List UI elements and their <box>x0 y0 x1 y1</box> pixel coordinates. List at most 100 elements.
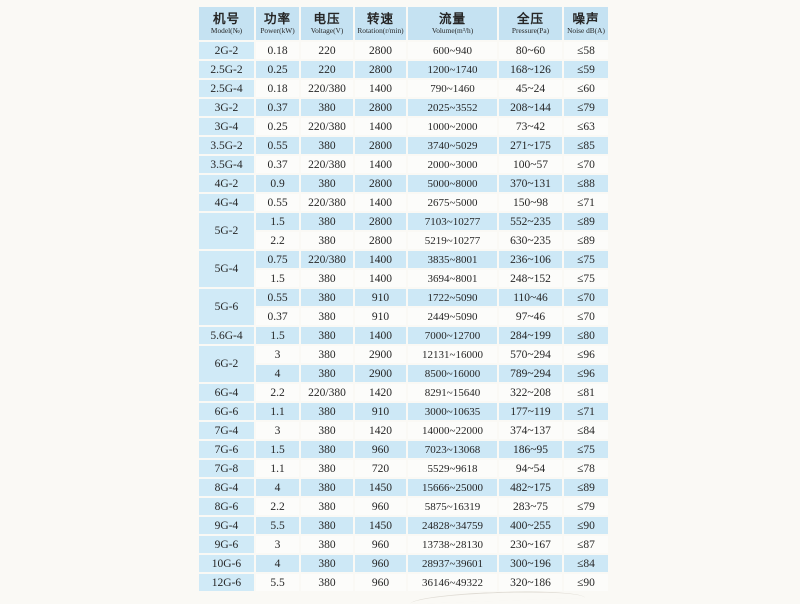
cell-rotation: 910 <box>355 308 406 325</box>
cell-noise: ≤75 <box>564 251 608 268</box>
cell-power: 0.18 <box>256 80 299 97</box>
cell-power: 1.5 <box>256 327 299 344</box>
cell-pressure: 94~54 <box>499 460 562 477</box>
cell-volume: 5219~10277 <box>408 232 497 249</box>
cell-pressure: 370~131 <box>499 175 562 192</box>
cell-model: 9G-4 <box>199 517 254 534</box>
cell-voltage: 380 <box>301 403 353 420</box>
table-row: 7G-4 3 380 1420 14000~22000 374~137 ≤84 <box>199 422 608 439</box>
cell-voltage: 380 <box>301 346 353 363</box>
col-header-5: 全压 Pressure(Pa) <box>499 7 562 40</box>
cell-pressure: 45~24 <box>499 80 562 97</box>
cell-model: 3G-2 <box>199 99 254 116</box>
cell-voltage: 380 <box>301 99 353 116</box>
table-row: 0.37 380 910 2449~5090 97~46 ≤70 <box>199 308 608 325</box>
cell-rotation: 960 <box>355 498 406 515</box>
cell-noise: ≤70 <box>564 308 608 325</box>
col-header-zh: 功率 <box>263 10 291 26</box>
cell-volume: 2449~5090 <box>408 308 497 325</box>
cell-rotation: 960 <box>355 536 406 553</box>
cell-rotation: 2800 <box>355 61 406 78</box>
cell-noise: ≤89 <box>564 479 608 496</box>
cell-model: 2G-2 <box>199 42 254 59</box>
cell-voltage: 220/380 <box>301 251 353 268</box>
cell-power: 4 <box>256 555 299 572</box>
cell-pressure: 283~75 <box>499 498 562 515</box>
col-header-6: 噪声 Noise dB(A) <box>564 7 608 40</box>
cell-pressure: 80~60 <box>499 42 562 59</box>
cell-power: 2.2 <box>256 232 299 249</box>
cell-volume: 24828~34759 <box>408 517 497 534</box>
cell-model: 10G-6 <box>199 555 254 572</box>
table-row: 6G-6 1.1 380 910 3000~10635 177~119 ≤71 <box>199 403 608 420</box>
cell-voltage: 220 <box>301 61 353 78</box>
cell-power: 2.2 <box>256 498 299 515</box>
cell-volume: 5529~9618 <box>408 460 497 477</box>
cell-rotation: 960 <box>355 441 406 458</box>
cell-rotation: 1400 <box>355 327 406 344</box>
cell-power: 0.18 <box>256 42 299 59</box>
cell-pressure: 97~46 <box>499 308 562 325</box>
cell-noise: ≤63 <box>564 118 608 135</box>
table-row: 10G-6 4 380 960 28937~39601 300~196 ≤84 <box>199 555 608 572</box>
cell-rotation: 960 <box>355 555 406 572</box>
cell-power: 0.37 <box>256 99 299 116</box>
table-row: 2.5G-2 0.25 220 2800 1200~1740 168~126 ≤59 <box>199 61 608 78</box>
col-header-zh: 机号 <box>212 10 240 26</box>
cell-rotation: 910 <box>355 289 406 306</box>
col-header-zh: 电压 <box>313 10 341 26</box>
cell-volume: 7000~12700 <box>408 327 497 344</box>
cell-voltage: 220/380 <box>301 80 353 97</box>
fan-spec-table: 机号 Model(№) 功率 Power(kW) 电压 Voltage(V) 转速 Rotat… <box>197 5 610 593</box>
col-header-zh: 全压 <box>516 10 544 26</box>
table-row: 7G-8 1.1 380 720 5529~9618 94~54 ≤78 <box>199 460 608 477</box>
cell-rotation: 960 <box>355 574 406 591</box>
cell-power: 3 <box>256 346 299 363</box>
cell-rotation: 1400 <box>355 194 406 211</box>
cell-pressure: 300~196 <box>499 555 562 572</box>
cell-power: 3 <box>256 422 299 439</box>
cell-volume: 5875~16319 <box>408 498 497 515</box>
cell-power: 1.5 <box>256 213 299 230</box>
col-header-en: Voltage(V) <box>310 25 344 35</box>
cell-power: 0.55 <box>256 194 299 211</box>
table-row: 4 380 2900 8500~16000 789~294 ≤96 <box>199 365 608 382</box>
cell-noise: ≤60 <box>564 80 608 97</box>
cell-volume: 600~940 <box>408 42 497 59</box>
table-row: 3.5G-2 0.55 380 2800 3740~5029 271~175 ≤85 <box>199 137 608 154</box>
cell-power: 1.1 <box>256 460 299 477</box>
cell-voltage: 380 <box>301 422 353 439</box>
cell-voltage: 220/380 <box>301 194 353 211</box>
cell-noise: ≤71 <box>564 403 608 420</box>
cell-power: 0.9 <box>256 175 299 192</box>
cell-power: 0.75 <box>256 251 299 268</box>
cell-pressure: 248~152 <box>499 270 562 287</box>
cell-volume: 3835~8001 <box>408 251 497 268</box>
cell-voltage: 380 <box>301 536 353 553</box>
cell-noise: ≤84 <box>564 555 608 572</box>
col-header-zh: 噪声 <box>572 10 600 26</box>
cell-volume: 8500~16000 <box>408 365 497 382</box>
cell-volume: 2675~5000 <box>408 194 497 211</box>
cell-power: 4 <box>256 365 299 382</box>
cell-noise: ≤89 <box>564 213 608 230</box>
cell-volume: 2000~3000 <box>408 156 497 173</box>
cell-voltage: 220/380 <box>301 156 353 173</box>
cell-rotation: 1450 <box>355 479 406 496</box>
table-row: 4G-2 0.9 380 2800 5000~8000 370~131 ≤88 <box>199 175 608 192</box>
cell-rotation: 2800 <box>355 42 406 59</box>
cell-power: 1.5 <box>256 270 299 287</box>
cell-volume: 7103~10277 <box>408 213 497 230</box>
cell-voltage: 380 <box>301 460 353 477</box>
cell-model: 4G-4 <box>199 194 254 211</box>
cell-pressure: 177~119 <box>499 403 562 420</box>
cell-pressure: 186~95 <box>499 441 562 458</box>
cell-voltage: 380 <box>301 289 353 306</box>
cell-model: 6G-2 <box>199 346 254 382</box>
cell-model: 8G-6 <box>199 498 254 515</box>
cell-pressure: 374~137 <box>499 422 562 439</box>
cell-voltage: 220 <box>301 42 353 59</box>
cell-noise: ≤90 <box>564 517 608 534</box>
cell-noise: ≤79 <box>564 498 608 515</box>
cell-pressure: 73~42 <box>499 118 562 135</box>
